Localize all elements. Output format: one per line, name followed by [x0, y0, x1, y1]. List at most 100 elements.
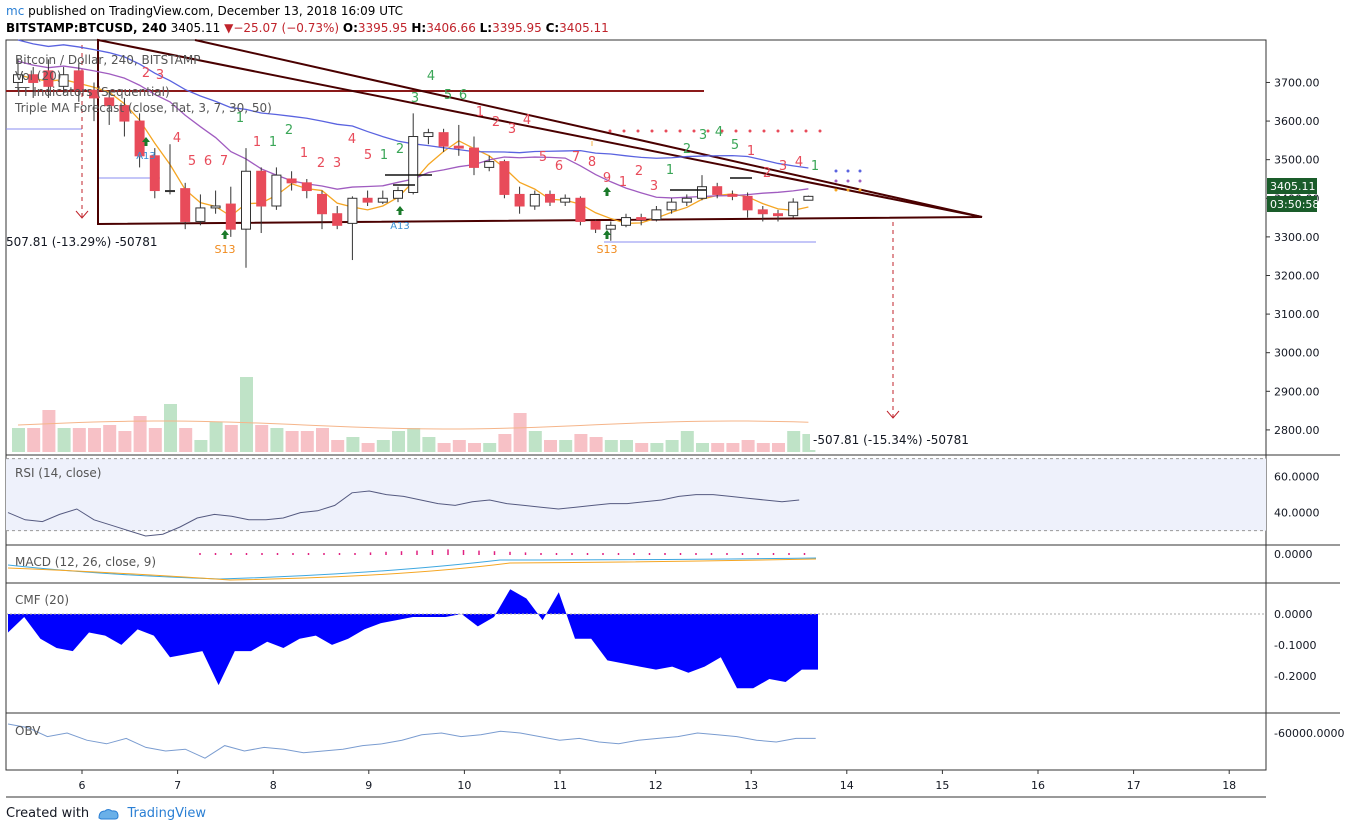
volume-bar [498, 434, 512, 452]
legend-entry: Vol (20) [15, 69, 61, 83]
volume-bar [255, 425, 269, 452]
triangle-pattern [97, 38, 983, 226]
author-name[interactable]: mc [6, 4, 25, 18]
candle [560, 197, 571, 203]
volume-bar [118, 431, 132, 452]
candle [423, 132, 434, 138]
setup-arrow-icon [603, 230, 611, 239]
volume-bar [42, 410, 56, 452]
candle [636, 217, 647, 221]
forecast-dot [858, 188, 862, 192]
time-tick-label: 17 [1127, 779, 1141, 792]
volume-bar [483, 443, 497, 452]
candle [393, 190, 403, 199]
forecast-dot [734, 129, 738, 133]
forecast-dot [834, 188, 838, 192]
tradingview-brand[interactable]: TradingView [127, 806, 206, 821]
sequential-count: 3 [779, 159, 787, 174]
legend-entry: TT Indicators (Sequential) [14, 85, 170, 99]
volume-bar [437, 443, 451, 452]
macd-line [7, 557, 817, 580]
candle [119, 105, 130, 122]
open-value: 3395.95 [357, 21, 408, 35]
volume-bar [787, 431, 801, 452]
candle [89, 89, 99, 99]
publish-line: mc published on TradingView.com, Decembe… [6, 4, 403, 18]
volume-bar [88, 428, 101, 452]
price-tick-label: 2900.00 [1274, 385, 1320, 398]
price-tick-label: 3500.00 [1274, 154, 1320, 167]
legend-entry: Bitcoin / Dollar, 240, BITSTAMP [15, 53, 200, 67]
sequential-count: 3 [508, 122, 516, 137]
candle [803, 195, 814, 201]
candle [241, 170, 251, 230]
price-change: −25.07 (−0.73%) [233, 21, 340, 35]
sequential-count: 1 [380, 148, 388, 163]
forecast-dot [664, 129, 668, 133]
sequential-count: 2 [317, 156, 325, 171]
forecast-dot [776, 129, 780, 133]
candle [180, 188, 191, 222]
volume-bar [452, 440, 466, 452]
candle [225, 203, 236, 230]
candle [453, 145, 464, 149]
volume-bar [133, 416, 147, 452]
candle [605, 224, 616, 230]
candle [347, 197, 358, 224]
price-tick-label: 3100.00 [1274, 308, 1320, 321]
sequential-count: 2 [492, 115, 500, 130]
sequential-count: 8 [588, 155, 596, 170]
sequential-count: 4 [523, 113, 531, 128]
time-tick-label: 8 [270, 779, 277, 792]
symbol-line: BITSTAMP:BTCUSD, 240 3405.11 ▼−25.07 (−0… [6, 21, 609, 35]
time-tick-label: 12 [649, 779, 663, 792]
candle [681, 197, 692, 203]
volume-bar [513, 413, 527, 452]
candle [773, 213, 783, 217]
sequential-count: 2 [683, 142, 691, 157]
s13-label: S13 [597, 243, 618, 256]
symbol-label: BITSTAMP:BTCUSD, 240 [6, 21, 167, 35]
forecast-dot [608, 129, 612, 133]
volume-bar [27, 428, 41, 452]
setup-arrow-icon [221, 230, 229, 239]
time-tick-label: 11 [553, 779, 567, 792]
time-tick-label: 13 [744, 779, 758, 792]
candle [377, 197, 388, 203]
setup-arrow-icon [603, 187, 611, 196]
sequential-count: 1 [747, 144, 755, 159]
candle [210, 205, 221, 209]
sequential-count: 5 [731, 138, 739, 153]
volume-bar [604, 440, 618, 452]
sequential-count: 1 [811, 159, 819, 174]
sequential-count: 1 [619, 175, 627, 190]
forecast-dot [650, 129, 654, 133]
volume-bar [772, 443, 785, 452]
volume-bar [635, 443, 649, 452]
candle [28, 74, 39, 83]
volume-bar [574, 434, 588, 452]
sequential-count: 3 [411, 91, 419, 106]
volume-bar [528, 431, 542, 452]
volume-bar [665, 440, 679, 452]
forecast-dot [846, 169, 850, 173]
forecast-dot [834, 169, 838, 173]
legend-entry: Triple MA Forecast (close, flat, 3, 7, 3… [14, 101, 272, 115]
volume-bar [12, 428, 25, 452]
volume-bar [422, 437, 436, 452]
candle [134, 120, 145, 157]
price-tick-label: 3000.00 [1274, 347, 1320, 360]
annotation-right: -507.81 (-15.34%) -50781 [813, 433, 969, 447]
volume-bar [148, 428, 162, 452]
cmf-area [8, 589, 818, 689]
candle [149, 155, 160, 192]
candle [332, 213, 343, 226]
forecast-dot [858, 169, 862, 173]
volume-bar [270, 428, 284, 452]
volume-bar [316, 428, 329, 452]
candle [271, 174, 282, 207]
annotation-left: 507.81 (-13.29%) -50781 [6, 235, 158, 249]
candle [43, 70, 54, 87]
sequential-count: 1 [253, 135, 261, 150]
